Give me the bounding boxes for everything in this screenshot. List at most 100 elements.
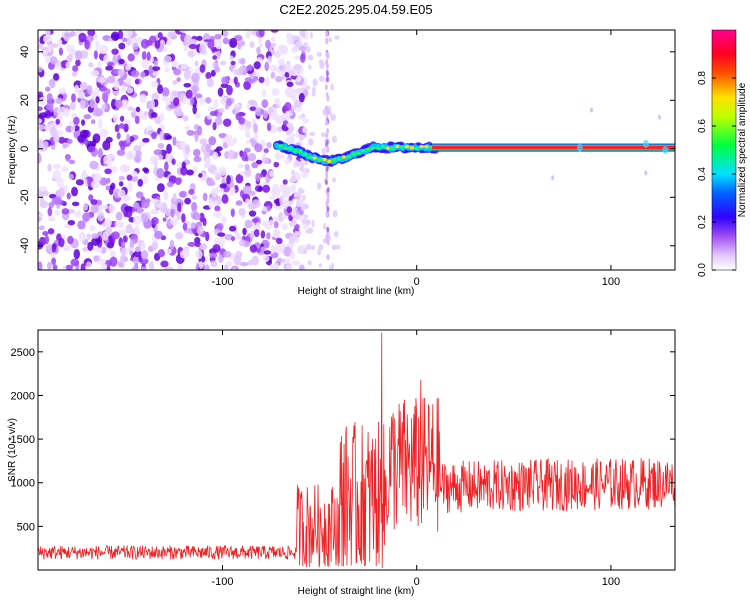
noise-blob	[244, 163, 250, 171]
noise-blob	[242, 227, 247, 236]
noise-blob	[225, 98, 232, 107]
noise-blob	[164, 161, 169, 172]
noise-blob-faint	[330, 83, 335, 91]
noise-blob	[42, 35, 52, 43]
noise-blob	[127, 182, 133, 192]
noise-blob	[184, 197, 192, 205]
noise-blob-faint	[328, 37, 333, 43]
noise-blob	[281, 258, 286, 264]
noise-blob	[48, 193, 57, 199]
noise-blob	[52, 264, 58, 270]
noise-blob	[68, 159, 76, 165]
noise-blob	[143, 168, 150, 174]
noise-blob	[125, 209, 133, 218]
noise-blob	[82, 212, 91, 222]
noise-blob	[212, 244, 221, 253]
noise-blob	[68, 173, 74, 180]
noise-blob	[258, 76, 265, 84]
noise-blob	[47, 163, 52, 172]
streak-blob	[326, 192, 330, 199]
noise-blob	[253, 133, 259, 141]
noise-blob	[255, 159, 263, 165]
noise-blob	[55, 97, 63, 105]
noise-blob-faint	[288, 237, 295, 244]
noise-blob	[249, 244, 258, 253]
faint-dot	[589, 107, 593, 113]
noise-blob-faint	[318, 59, 324, 65]
noise-blob-faint	[298, 187, 303, 195]
noise-blob	[122, 235, 128, 243]
streak-blob	[326, 70, 329, 77]
noise-blob	[78, 32, 87, 43]
noise-blob-faint	[306, 243, 312, 251]
noise-blob	[150, 198, 159, 204]
noise-blob	[163, 55, 172, 63]
noise-blob	[58, 136, 66, 144]
noise-blob	[61, 208, 70, 215]
noise-blob	[271, 187, 276, 198]
noise-blob	[198, 96, 206, 105]
noise-blob	[251, 218, 259, 223]
noise-blob	[99, 44, 109, 55]
noise-blob	[216, 222, 224, 231]
noise-blob	[87, 176, 92, 187]
noise-blob	[38, 96, 47, 106]
noise-blob	[248, 79, 256, 84]
noise-blob	[302, 118, 310, 124]
streak-blob	[326, 239, 330, 246]
noise-blob	[93, 255, 100, 262]
noise-blob	[183, 82, 192, 88]
colorbar-tick-label: 0.4	[697, 167, 708, 181]
noise-blob	[264, 76, 270, 87]
noise-blob	[66, 44, 75, 53]
noise-blob	[233, 255, 242, 266]
noise-blob	[186, 169, 194, 176]
noise-blob-faint	[298, 134, 305, 140]
noise-blob	[52, 163, 62, 170]
noise-blob	[246, 120, 252, 129]
noise-blob	[265, 39, 271, 49]
noise-blob	[296, 75, 301, 83]
noise-blob	[171, 61, 180, 68]
noise-blob	[218, 166, 227, 176]
noise-blob	[211, 187, 218, 198]
noise-blob	[52, 169, 61, 180]
noise-blob	[253, 123, 258, 134]
noise-blob	[90, 180, 100, 189]
noise-blob-faint	[333, 230, 339, 238]
noise-blob	[278, 64, 285, 70]
noise-blob	[159, 112, 165, 122]
noise-blob	[282, 179, 288, 185]
noise-blob	[269, 124, 278, 134]
noise-blob	[134, 78, 140, 85]
noise-blob	[255, 221, 261, 231]
noise-blob	[40, 46, 49, 56]
noise-blob	[221, 216, 227, 225]
signal-hot	[404, 145, 410, 149]
noise-blob-faint	[303, 247, 308, 255]
noise-blob	[51, 243, 57, 253]
noise-blob	[175, 231, 184, 240]
noise-blob-faint	[311, 219, 315, 228]
signal-hot	[399, 145, 405, 149]
noise-blob	[212, 169, 218, 176]
noise-blob	[140, 250, 149, 260]
noise-blob	[42, 231, 49, 236]
spectrogram-frame	[37, 29, 676, 271]
noise-blob	[267, 55, 273, 63]
noise-blob	[183, 70, 192, 80]
noise-blob	[151, 216, 159, 225]
noise-blob	[218, 254, 224, 264]
noise-blob-faint	[331, 135, 337, 143]
noise-blob	[188, 43, 198, 50]
noise-blob	[253, 61, 261, 70]
noise-blob	[122, 99, 129, 108]
noise-blob	[141, 213, 147, 220]
noise-blob	[191, 72, 200, 83]
noise-blob	[62, 143, 68, 149]
noise-blob	[243, 147, 251, 153]
noise-blob	[205, 72, 212, 80]
noise-blob	[135, 191, 144, 199]
noise-blob	[165, 97, 171, 107]
noise-blob-faint	[334, 244, 341, 250]
